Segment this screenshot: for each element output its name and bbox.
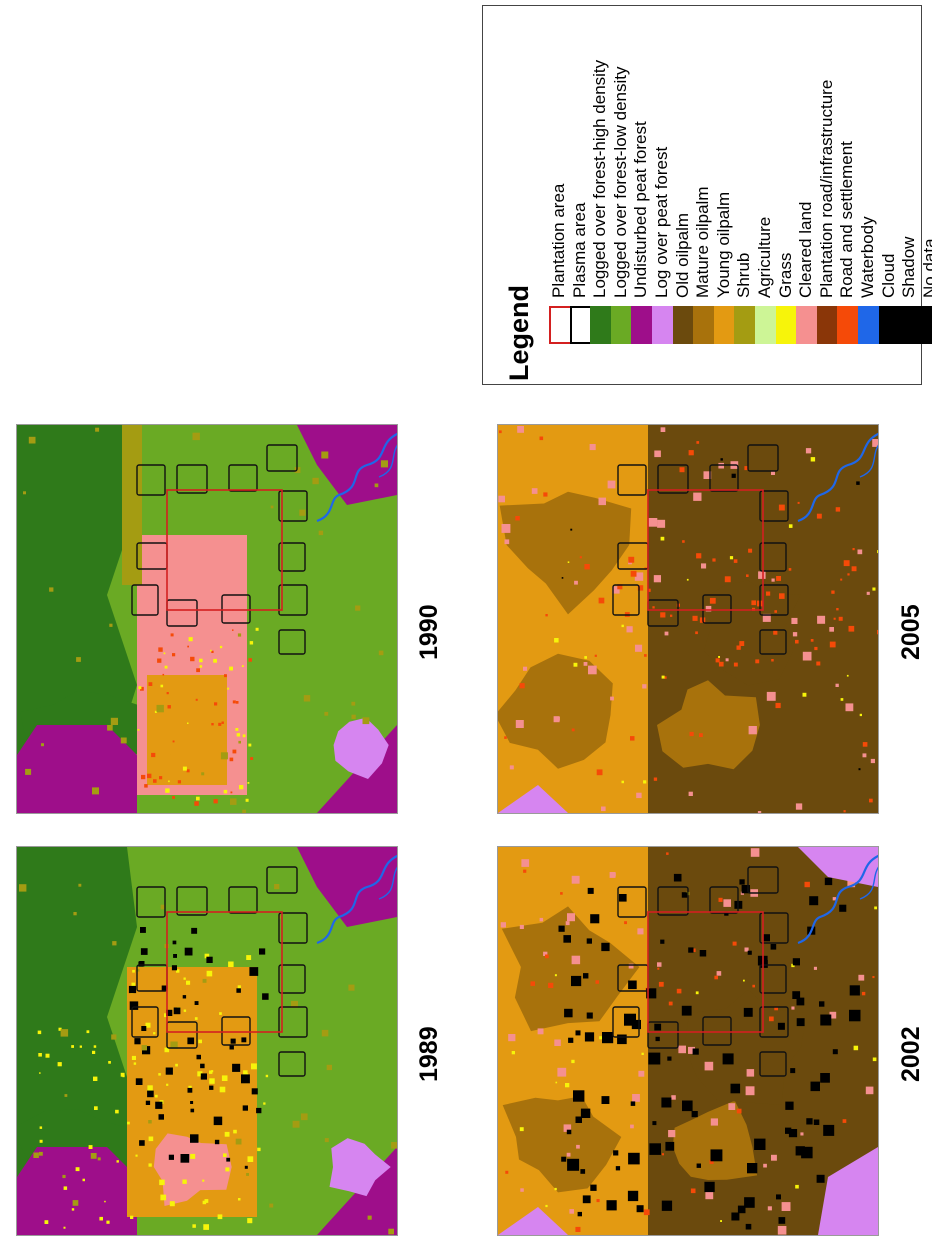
map-panel-2002 (497, 846, 879, 1236)
map-panel-2005 (497, 424, 879, 814)
year-label-1990: 1990 (415, 604, 443, 660)
legend-swatch (672, 306, 697, 344)
legend-swatch (755, 306, 779, 344)
legend-swatch (796, 306, 821, 344)
legend-swatch (919, 306, 932, 344)
legend-swatch (858, 306, 882, 344)
legend: Legend Plantation area Plasma area Logged … (482, 5, 932, 385)
land-cover-map (17, 425, 397, 813)
legend-swatch (713, 306, 738, 344)
year-label-2002: 2002 (897, 1026, 925, 1082)
year-label-1989: 1989 (415, 1026, 443, 1082)
map-panel-1989 (16, 846, 398, 1236)
legend-swatch (734, 306, 759, 344)
map-panel-1990 (16, 424, 398, 814)
legend-label: No data (919, 238, 932, 298)
legend-swatch (878, 306, 903, 344)
legend-swatch (590, 306, 615, 344)
legend-swatch (610, 306, 635, 344)
land-cover-map (498, 425, 878, 813)
legend-swatch (693, 306, 718, 344)
year-label-2005: 2005 (897, 604, 925, 660)
legend-swatch (899, 306, 924, 344)
land-cover-map (17, 847, 397, 1235)
legend-title: Legend (504, 284, 534, 381)
legend-swatch (652, 306, 676, 344)
legend-swatch (775, 306, 800, 344)
legend-swatch (816, 306, 841, 344)
legend-swatch (631, 306, 656, 344)
legend-swatch (837, 306, 862, 344)
legend-swatch (549, 306, 573, 344)
land-cover-map (498, 847, 878, 1235)
